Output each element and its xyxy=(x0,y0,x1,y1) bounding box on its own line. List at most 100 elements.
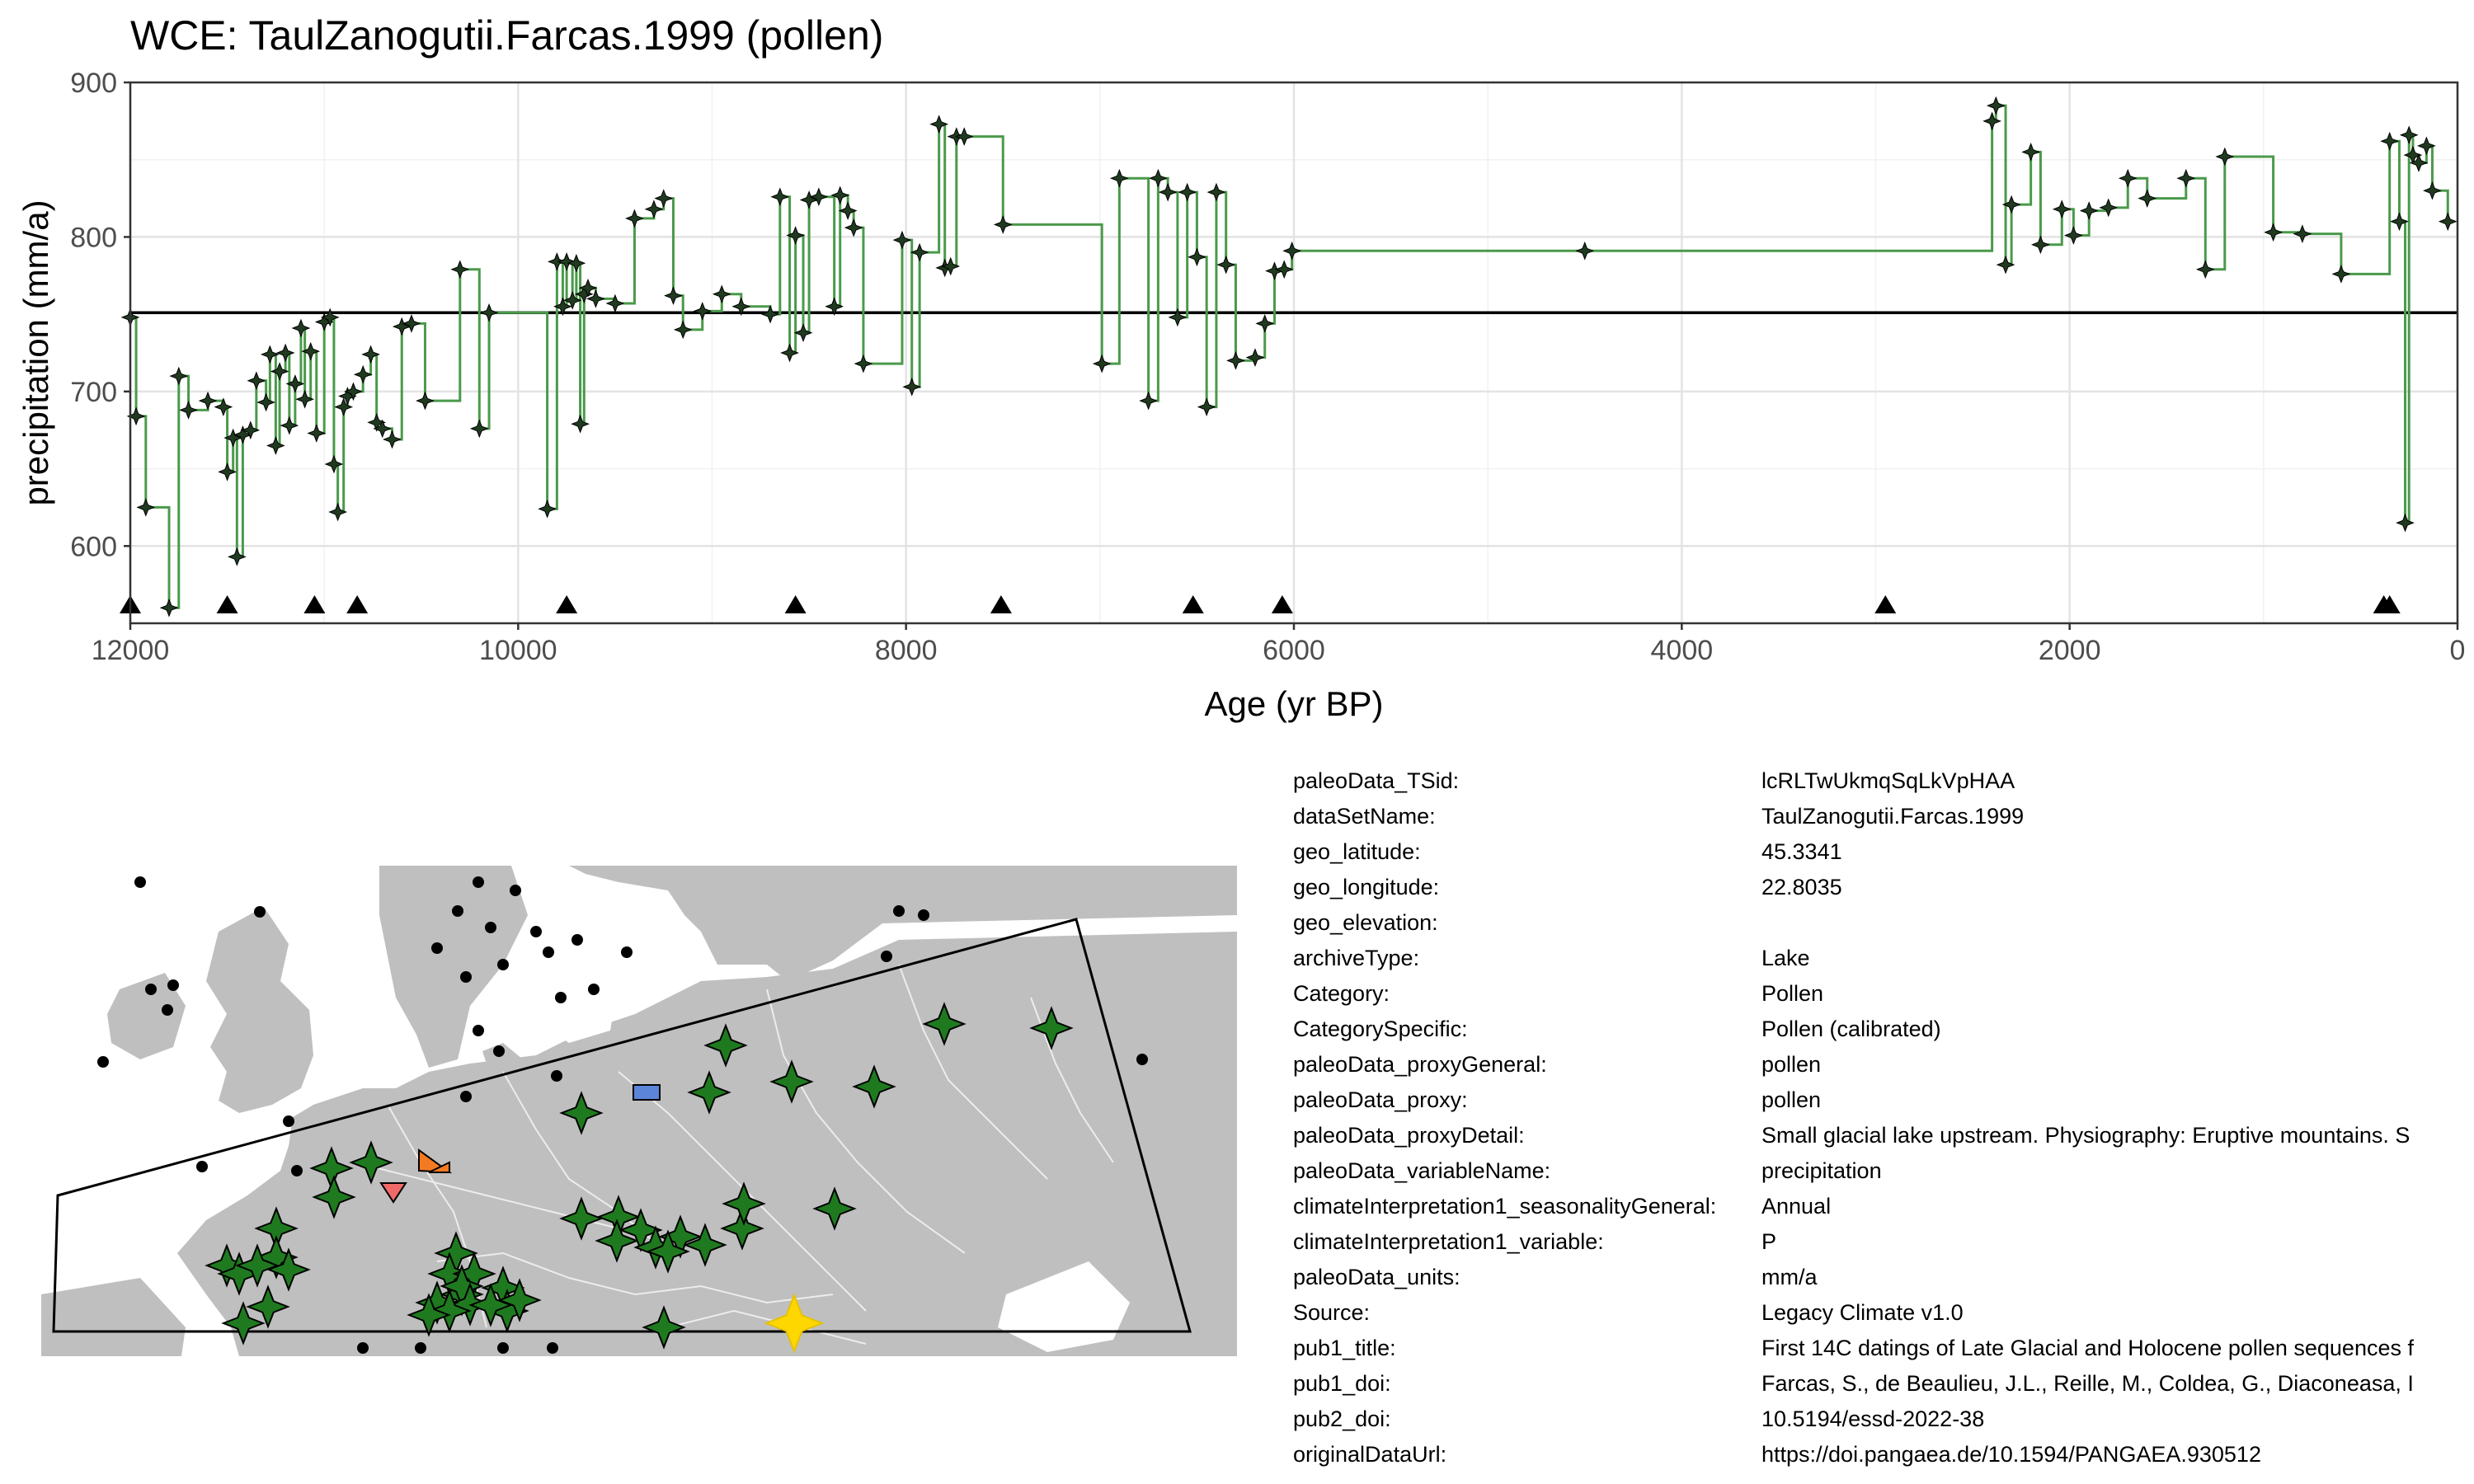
metadata-row: paleoData_units: mm/a xyxy=(1293,1260,2474,1295)
data-point xyxy=(2390,212,2409,232)
pollen-site-star xyxy=(221,1301,266,1345)
x-tick-label: 0 xyxy=(2450,635,2466,666)
data-point xyxy=(2409,153,2429,172)
data-point xyxy=(654,189,674,208)
site-dot xyxy=(291,1165,303,1176)
data-point xyxy=(479,303,499,322)
metadata-key: paleoData_proxy: xyxy=(1293,1087,1468,1112)
chart-title: WCE: TaulZanogutii.Farcas.1999 (pollen) xyxy=(130,12,883,59)
metadata-row: paleoData_variableName: precipitation xyxy=(1293,1153,2474,1189)
data-point xyxy=(198,391,218,411)
x-tick-label: 2000 xyxy=(2039,635,2101,666)
land-britain xyxy=(206,907,313,1113)
site-dot xyxy=(543,946,554,958)
data-point xyxy=(2396,513,2415,533)
metadata-key: CategorySpecific: xyxy=(1293,1017,1468,1041)
seas xyxy=(536,956,1130,1352)
data-point xyxy=(291,318,311,338)
y-axis-title: precipitation (mm/a) xyxy=(16,200,55,505)
data-point xyxy=(334,397,354,416)
x-tick-label: 12000 xyxy=(92,635,170,666)
data-point xyxy=(538,499,557,519)
age-control-marker xyxy=(1271,595,1293,613)
site-dot xyxy=(555,992,567,1003)
marker-inverted-triangle xyxy=(379,1182,407,1204)
metadata-row: originalDataUrl: https://doi.pangaea.de/1… xyxy=(1293,1437,2474,1472)
pollen-site-star xyxy=(246,1284,290,1329)
data-point xyxy=(324,454,344,474)
pollen-site-star xyxy=(812,1186,857,1231)
metadata-value: precipitation xyxy=(1761,1158,1882,1183)
data-point xyxy=(223,428,243,448)
data-point xyxy=(1197,397,1216,416)
pollen-site-star xyxy=(646,1229,690,1274)
data-point xyxy=(993,215,1013,234)
data-point xyxy=(285,374,305,393)
data-point xyxy=(1996,255,2015,275)
data-point xyxy=(712,284,731,304)
metadata-value: https://doi.pangaea.de/10.1594/PANGAEA.9… xyxy=(1761,1442,2261,1467)
pollen-site-star xyxy=(720,1206,764,1251)
data-point xyxy=(786,226,806,245)
data-point xyxy=(1274,260,1294,279)
site-dot xyxy=(134,876,146,888)
y-axis-ticks: 600 700 800 900 xyxy=(70,68,130,562)
metadata-row: paleoData_proxyGeneral: pollen xyxy=(1293,1047,2474,1082)
data-point xyxy=(233,425,252,444)
data-point xyxy=(367,412,387,432)
pollen-site-star xyxy=(722,1181,766,1226)
data-point xyxy=(954,127,974,146)
pollen-site-star xyxy=(769,1059,814,1104)
pollen-site-star xyxy=(595,1219,639,1263)
x-tick-label: 6000 xyxy=(1263,635,1325,666)
x-tick-label: 8000 xyxy=(875,635,938,666)
site-dot xyxy=(621,946,633,958)
data-point xyxy=(383,430,402,449)
metadata-value: Pollen xyxy=(1761,981,1824,1006)
data-point xyxy=(402,314,421,333)
data-point xyxy=(179,400,198,420)
data-point xyxy=(780,343,799,363)
metadata-value: Legacy Climate v1.0 xyxy=(1761,1300,1964,1325)
x-tick-label: 4000 xyxy=(1651,635,1714,666)
metadata-row: geo_longitude: 22.8035 xyxy=(1293,870,2474,905)
data-point xyxy=(557,252,576,271)
data-point xyxy=(2021,142,2041,162)
pollen-site-star xyxy=(427,1289,472,1333)
metadata-row: dataSetName: TaulZanogutii.Farcas.1999 xyxy=(1293,799,2474,834)
age-control-layer xyxy=(120,595,2401,613)
metadata-row: Category: Pollen xyxy=(1293,976,2474,1012)
data-point xyxy=(854,354,873,373)
site-dot xyxy=(196,1161,208,1172)
age-control-marker xyxy=(556,595,578,613)
site-dot xyxy=(530,926,542,937)
metadata-key: pub2_doi: xyxy=(1293,1407,1391,1431)
data-point xyxy=(902,377,922,397)
data-point xyxy=(136,498,156,517)
data-point xyxy=(301,341,321,361)
data-point xyxy=(838,201,858,220)
metadata-value: pollen xyxy=(1761,1087,1822,1112)
target-site-star xyxy=(764,1293,825,1354)
data-point xyxy=(799,190,819,209)
site-dot xyxy=(547,1342,558,1354)
data-point xyxy=(320,308,340,327)
metadata-row: geo_elevation: xyxy=(1293,905,2474,941)
metadata-value: P xyxy=(1761,1229,1777,1254)
data-point xyxy=(344,382,363,402)
site-dot xyxy=(460,971,472,983)
metadata-row: pub1_title: First 14C datings of Late Gla… xyxy=(1293,1331,2474,1366)
chart: WCE: TaulZanogutii.Farcas.1999 (pollen) … xyxy=(16,12,2466,723)
data-point xyxy=(353,364,373,384)
site-dot xyxy=(162,1004,173,1016)
data-point xyxy=(1575,241,1595,261)
age-control-marker xyxy=(2378,595,2401,613)
data-point xyxy=(2031,235,2050,255)
y-tick-label: 700 xyxy=(70,377,117,408)
site-dot xyxy=(431,942,443,954)
pollen-site-star xyxy=(852,1064,896,1109)
site-dot xyxy=(460,1091,472,1102)
other-sites xyxy=(97,876,1148,1354)
data-point xyxy=(169,366,189,386)
metadata-row: paleoData_proxy: pollen xyxy=(1293,1082,2474,1118)
